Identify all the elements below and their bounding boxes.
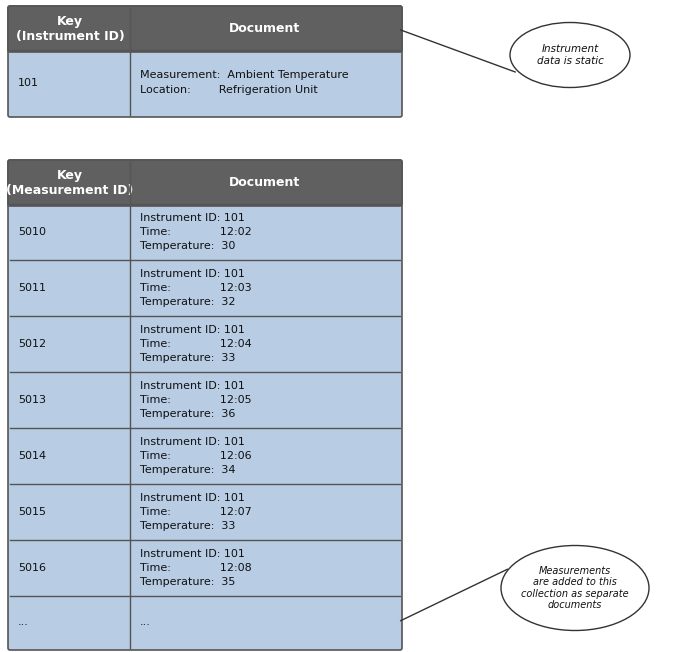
Text: Instrument ID: 101
Time:              12:06
Temperature:  34: Instrument ID: 101 Time: 12:06 Temperatu… [140,437,251,475]
Text: Instrument ID: 101
Time:              12:03
Temperature:  32: Instrument ID: 101 Time: 12:03 Temperatu… [140,269,251,307]
Text: Instrument ID: 101
Time:              12:08
Temperature:  35: Instrument ID: 101 Time: 12:08 Temperatu… [140,548,252,587]
Text: 5010: 5010 [18,227,46,237]
Text: Key
(Instrument ID): Key (Instrument ID) [16,15,125,43]
Text: ...: ... [140,617,151,627]
Ellipse shape [510,23,630,87]
Text: 5013: 5013 [18,395,46,405]
Text: Instrument ID: 101
Time:              12:07
Temperature:  33: Instrument ID: 101 Time: 12:07 Temperatu… [140,493,252,531]
Text: Instrument ID: 101
Time:              12:04
Temperature:  33: Instrument ID: 101 Time: 12:04 Temperatu… [140,325,252,363]
FancyBboxPatch shape [12,183,398,204]
FancyBboxPatch shape [8,160,402,206]
Text: Instrument ID: 101
Time:              12:05
Temperature:  36: Instrument ID: 101 Time: 12:05 Temperatu… [140,381,251,419]
Text: 5016: 5016 [18,563,46,573]
FancyBboxPatch shape [8,160,402,650]
FancyBboxPatch shape [8,6,402,52]
Text: Measurements
are added to this
collection as separate
documents: Measurements are added to this collectio… [521,565,629,610]
FancyBboxPatch shape [8,6,402,117]
Ellipse shape [501,546,649,630]
Text: Document: Document [229,177,301,190]
Text: Document: Document [229,23,301,35]
FancyBboxPatch shape [12,29,398,50]
Text: Key
(Measurement ID): Key (Measurement ID) [6,169,133,197]
Text: 5011: 5011 [18,283,46,293]
Text: 5012: 5012 [18,339,46,349]
Text: 5014: 5014 [18,451,46,461]
Text: Instrument
data is static: Instrument data is static [537,44,603,66]
Text: Measurement:  Ambient Temperature
Location:        Refrigeration Unit: Measurement: Ambient Temperature Locatio… [140,70,348,95]
Text: 101: 101 [18,78,39,87]
Text: Instrument ID: 101
Time:              12:02
Temperature:  30: Instrument ID: 101 Time: 12:02 Temperatu… [140,213,252,252]
Text: 5015: 5015 [18,507,46,517]
Text: ...: ... [18,617,29,627]
